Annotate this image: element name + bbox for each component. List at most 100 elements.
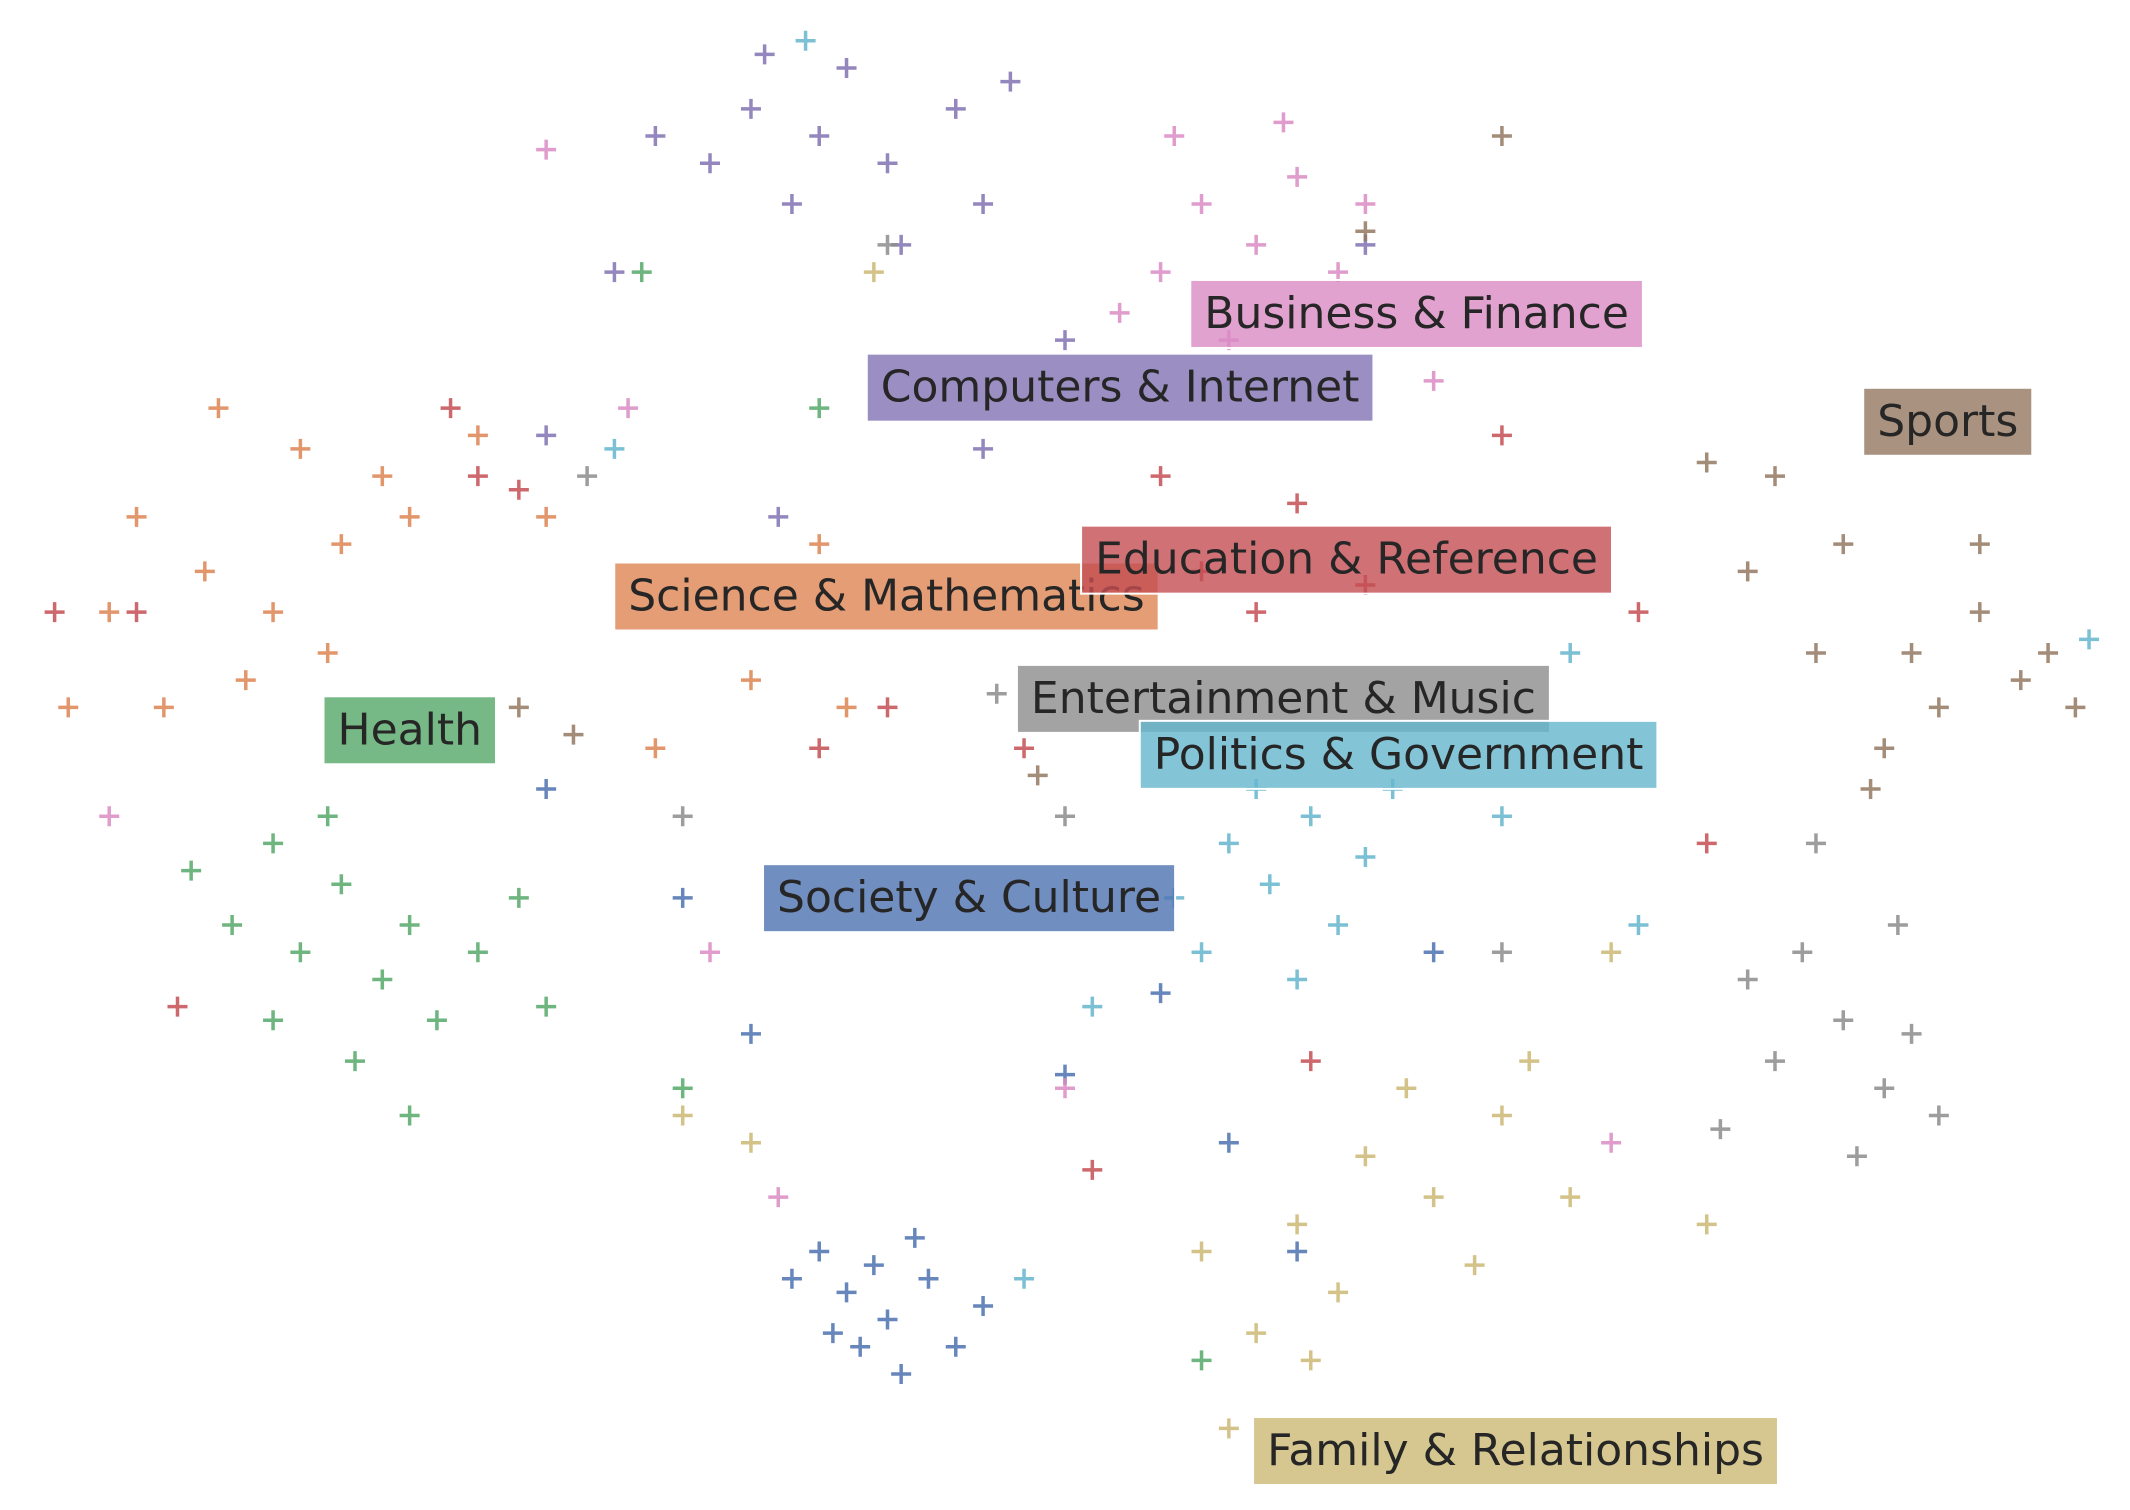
label-text: Politics & Government [1154,729,1644,780]
point [836,1282,857,1303]
point [1300,1051,1321,1072]
point [536,139,557,160]
point [399,506,420,527]
point [1464,1255,1485,1276]
point [1805,642,1826,663]
point [740,1023,761,1044]
point [331,534,352,555]
point [1710,1119,1731,1140]
label-text: Entertainment & Music [1031,673,1536,724]
point [1300,1350,1321,1371]
point [1491,1105,1512,1126]
point [1191,942,1212,963]
point [850,1336,871,1357]
point [1355,221,1376,242]
point [1328,1282,1349,1303]
point [1287,1241,1308,1262]
point [208,398,229,419]
point [781,194,802,215]
point [973,194,994,215]
point [809,738,830,759]
cluster-label: Education & Reference [1080,524,1613,595]
point [1055,1078,1075,1099]
point [1887,915,1908,936]
point [263,1010,284,1031]
point [1696,833,1717,854]
label-box [762,863,1177,934]
cluster-label: Politics & Government [1138,719,1659,790]
point [1928,697,1949,718]
point [1969,534,1990,555]
point [222,915,243,936]
cluster-label: Business & Finance [1189,278,1644,349]
point [1082,996,1103,1017]
point [1287,493,1308,514]
point [1765,466,1785,487]
point [1396,1078,1417,1099]
point [235,670,256,691]
point [822,1323,843,1344]
point [536,425,557,446]
point [1191,194,1212,215]
point [1328,262,1349,283]
label-text: Sports [1877,396,2018,447]
point [317,806,338,827]
point [467,425,488,446]
label-text: Society & Culture [777,872,1161,923]
point [1833,534,1854,555]
point [1737,561,1758,582]
point [945,1336,966,1357]
point [1860,779,1881,800]
point [973,438,994,459]
point [194,561,215,582]
point [1246,602,1267,623]
point [836,697,857,718]
label-box [1252,1415,1779,1486]
point [1246,1323,1267,1344]
point [754,44,775,65]
point [263,833,284,854]
point [768,506,789,527]
point [863,1255,884,1276]
point [1491,425,1512,446]
point [563,724,584,745]
point [700,942,720,963]
point [1287,166,1308,187]
point [2065,697,2086,718]
point [331,874,352,895]
point [1150,466,1171,487]
point [99,806,120,827]
point [1355,847,1376,868]
point [1560,642,1581,663]
point [1328,915,1349,936]
point [891,1363,912,1384]
cluster-label: Health [322,695,497,766]
point [1833,1010,1854,1031]
point [1519,1051,1540,1072]
point [672,887,693,908]
point [1969,602,1990,623]
point [1082,1159,1103,1180]
point [1601,1132,1622,1153]
point [372,466,393,487]
point [1628,915,1649,936]
point [1355,1146,1376,1167]
point [1928,1105,1949,1126]
point [1014,1268,1035,1289]
point [290,942,311,963]
cluster-label: Sports [1862,386,2034,457]
point [863,262,884,283]
point [740,1132,761,1153]
point [740,670,761,691]
label-box [1862,386,2034,457]
point [1696,1214,1717,1235]
point [372,969,393,990]
point [1355,194,1376,215]
point [1055,806,1075,827]
point [2038,642,2059,663]
point [2010,670,2031,691]
point [99,602,120,623]
point [740,98,761,119]
point [508,887,529,908]
